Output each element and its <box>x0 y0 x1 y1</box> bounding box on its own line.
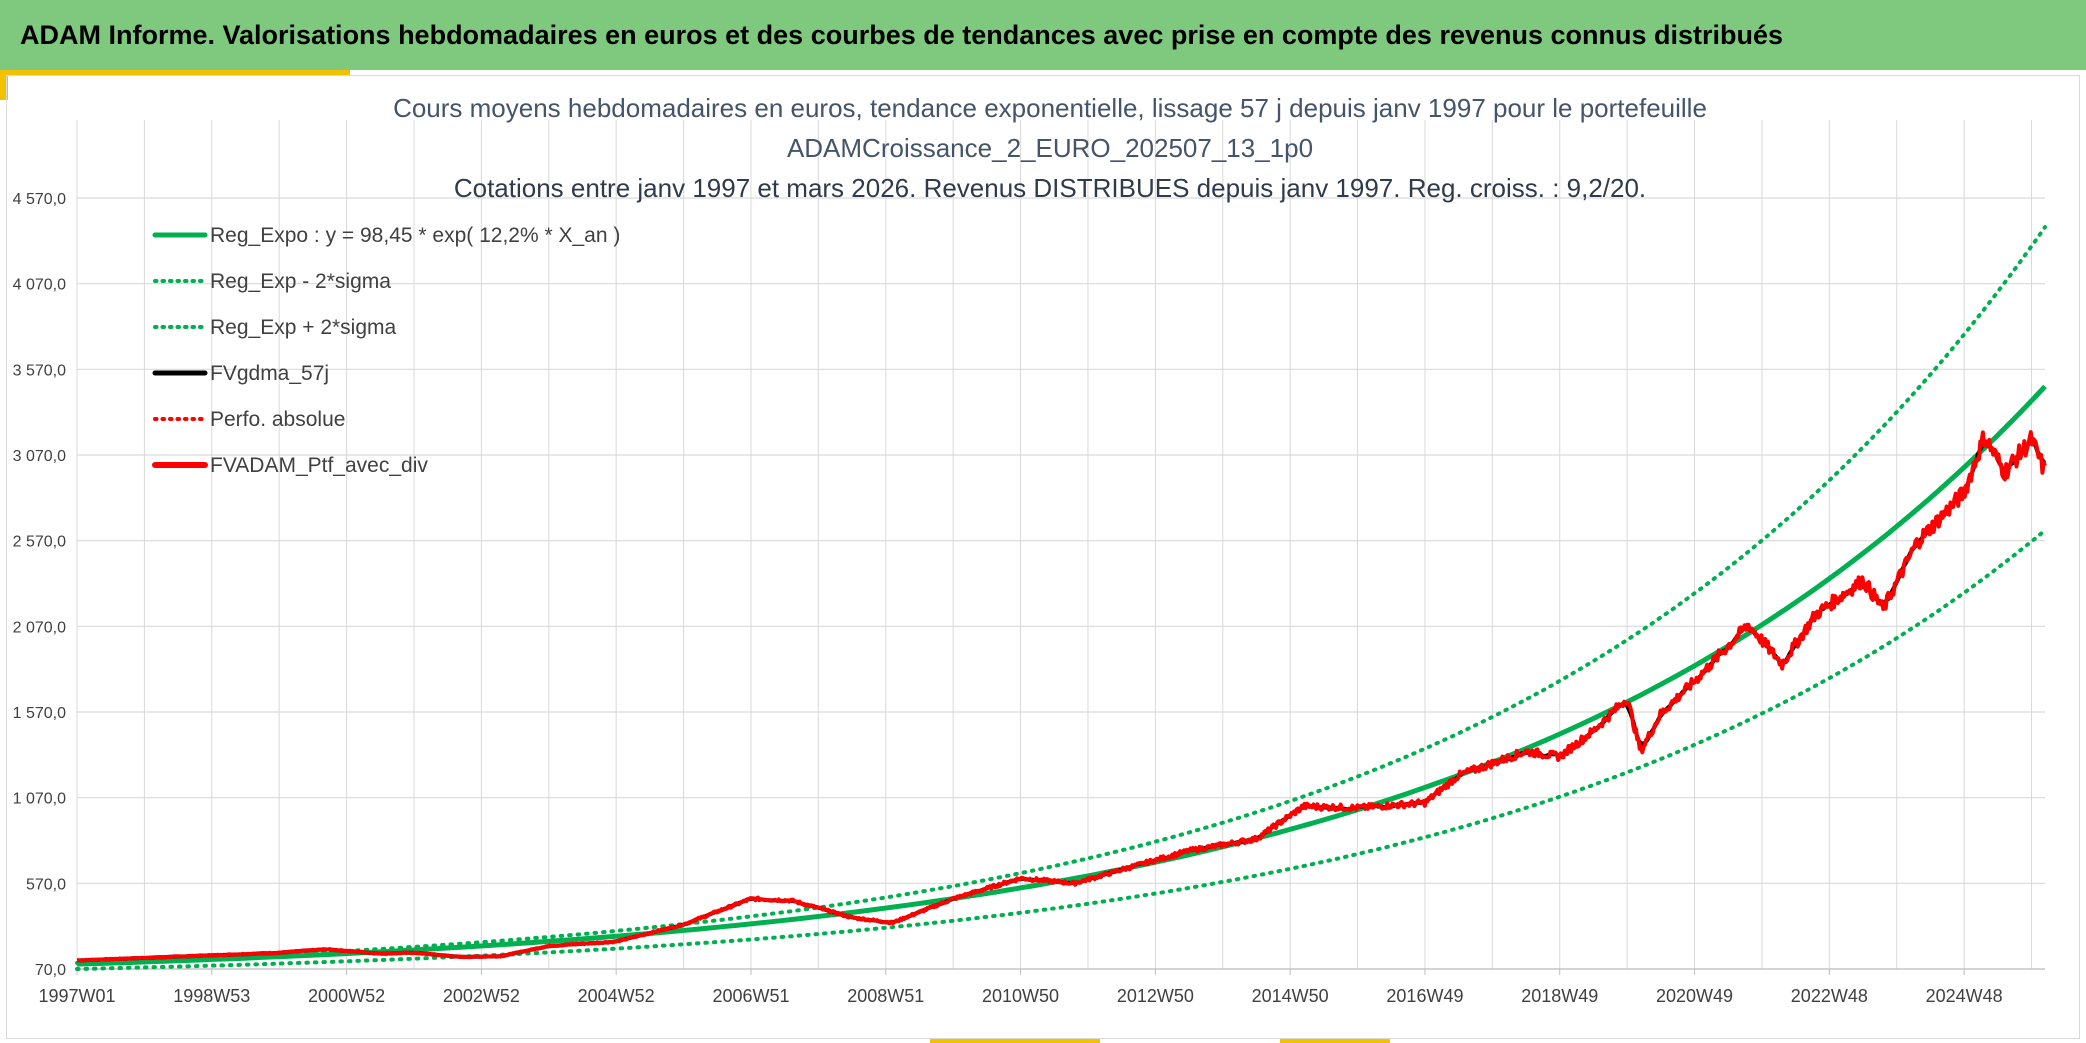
x-tick-label: 2022W48 <box>1791 986 1868 1006</box>
x-tick-label: 2020W49 <box>1656 986 1733 1006</box>
band-lower-line <box>75 528 2047 971</box>
y-tick-label: 1 570,0 <box>13 705 66 722</box>
chart-frame <box>6 75 2080 1039</box>
series-layer <box>75 225 2047 971</box>
legend-label: Reg_Exp - 2*sigma <box>210 270 391 293</box>
y-tick-label: 3 070,0 <box>13 448 66 465</box>
chart-title: Cours moyens hebdomadaires en euros, ten… <box>393 93 1707 123</box>
legend-label: Perfo. absolue <box>210 408 345 431</box>
x-tick-label: 2006W51 <box>712 986 789 1006</box>
accent-bar-bottom-2 <box>1280 1038 1390 1043</box>
x-tick-label: 2012W50 <box>1117 986 1194 1006</box>
y-tick-label: 2 570,0 <box>13 534 66 551</box>
x-tick-label: 2018W49 <box>1521 986 1598 1006</box>
chart-subtitle: ADAMCroissance_2_EURO_202507_13_1p0 <box>787 133 1313 163</box>
x-tick-label: 2014W50 <box>1252 986 1329 1006</box>
y-tick-label: 70,0 <box>35 962 66 979</box>
chart-titles: Cours moyens hebdomadaires en euros, ten… <box>393 93 1707 203</box>
y-tick-label: 4 070,0 <box>13 277 66 294</box>
page-banner: ADAM Informe. Valorisations hebdomadaire… <box>0 0 2086 70</box>
y-axis: 70,0 570,0 1 070,0 1 570,0 2 070,0 2 570,0 3 0… <box>13 191 66 979</box>
banner-title: ADAM Informe. Valorisations hebdomadaire… <box>20 19 1784 50</box>
x-axis: 1997W01 1998W53 2000W52 2002W52 2004W52 2006W… <box>38 968 2045 1006</box>
grid-layer <box>76 120 2045 970</box>
x-tick-label: 2016W49 <box>1386 986 1463 1006</box>
chart-subtitle-2: Cotations entre janv 1997 et mars 2026. … <box>454 173 1646 203</box>
legend-label: Reg_Exp + 2*sigma <box>210 316 397 339</box>
legend-label: FVgdma_57j <box>210 362 329 385</box>
legend: Reg_Expo : y = 98,45 * exp( 12,2% * X_an… <box>152 224 620 477</box>
portfolio-line <box>76 430 2047 963</box>
x-tick-label: 1997W01 <box>38 986 115 1006</box>
x-tick-label: 2000W52 <box>308 986 385 1006</box>
legend-label: Reg_Expo : y = 98,45 * exp( 12,2% * X_an… <box>210 224 620 247</box>
y-tick-label: 570,0 <box>26 876 66 893</box>
legend-label: FVADAM_Ptf_avec_div <box>210 454 428 477</box>
x-tick-label: 2024W48 <box>1926 986 2003 1006</box>
x-tick-label: 2004W52 <box>578 986 655 1006</box>
x-tick-label: 2002W52 <box>443 986 520 1006</box>
x-tick-label: 2010W50 <box>982 986 1059 1006</box>
accent-bar-top <box>0 70 350 75</box>
accent-bar-left <box>0 70 8 100</box>
x-tick-label: 2008W51 <box>847 986 924 1006</box>
y-tick-label: 4 570,0 <box>13 191 66 208</box>
accent-bar-bottom-1 <box>930 1038 1100 1043</box>
y-tick-label: 3 570,0 <box>13 362 66 379</box>
y-tick-label: 2 070,0 <box>13 619 66 636</box>
y-tick-label: 1 070,0 <box>13 791 66 808</box>
x-tick-label: 1998W53 <box>173 986 250 1006</box>
